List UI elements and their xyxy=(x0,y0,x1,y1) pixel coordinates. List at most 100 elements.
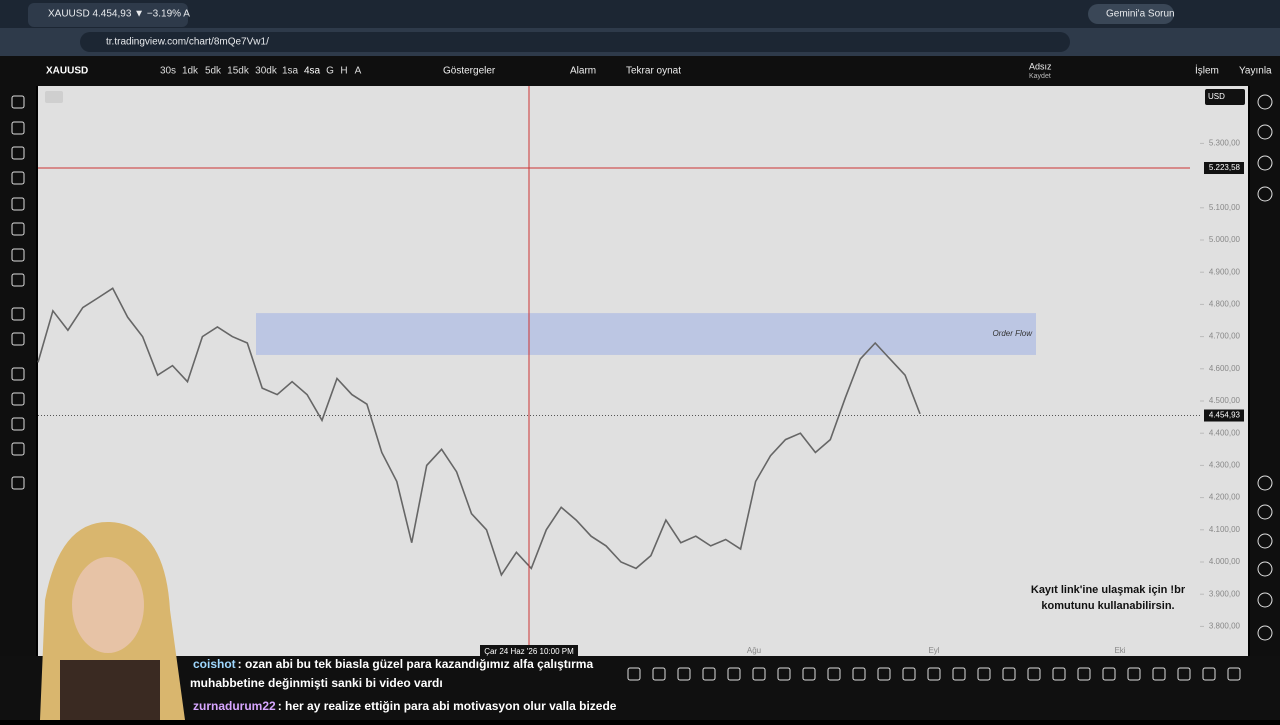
price-label: 3.900,00 xyxy=(1209,589,1241,598)
drawing-tool[interactable] xyxy=(1227,667,1241,681)
url-field[interactable] xyxy=(80,32,1070,52)
drawing-tool[interactable] xyxy=(1177,667,1191,681)
drawing-tool[interactable] xyxy=(652,667,666,681)
side-icon[interactable] xyxy=(1257,94,1273,110)
drawing-tool[interactable] xyxy=(852,667,866,681)
url[interactable]: tr.tradingview.com/chart/8mQe7Vw1/ xyxy=(106,37,269,48)
drawing-tool[interactable] xyxy=(1002,667,1016,681)
drawing-tool[interactable] xyxy=(1052,667,1066,681)
tool-icon[interactable] xyxy=(11,367,25,381)
layout-name[interactable]: Adsız xyxy=(1029,61,1052,71)
drawing-tool[interactable] xyxy=(827,667,841,681)
drawing-tool[interactable] xyxy=(927,667,941,681)
drawing-tool[interactable] xyxy=(627,667,641,681)
tool-icons xyxy=(11,95,25,490)
indicators-button[interactable]: Göstergeler xyxy=(443,66,496,77)
chat-message: : ozan abi bu tek biasla güzel para kaza… xyxy=(238,657,594,671)
price-label: 3.800,00 xyxy=(1209,622,1241,631)
drawing-tool[interactable] xyxy=(952,667,966,681)
side-icon[interactable] xyxy=(1257,124,1273,140)
drawing-tool[interactable] xyxy=(777,667,791,681)
drawing-tool[interactable] xyxy=(1152,667,1166,681)
collapse-button[interactable] xyxy=(45,91,63,103)
alarm-button[interactable]: Alarm xyxy=(570,66,596,77)
tool-icon[interactable] xyxy=(11,476,25,490)
tool-icon[interactable] xyxy=(11,417,25,431)
drawing-tool[interactable] xyxy=(1202,667,1216,681)
left-toolbar xyxy=(0,86,36,720)
tv-toolbar xyxy=(0,56,1280,86)
interval[interactable]: 30s xyxy=(160,66,176,77)
time-label: Eyl xyxy=(928,646,939,655)
side-icon[interactable] xyxy=(1257,561,1273,577)
chart-area[interactable] xyxy=(38,86,1248,656)
replay-button[interactable]: Tekrar oynat xyxy=(626,66,681,77)
tab-bar xyxy=(0,0,1280,28)
tool-icon[interactable] xyxy=(11,197,25,211)
overlay-text: Kayıt link'ine ulaşmak için !br xyxy=(1031,584,1186,596)
drawing-tool[interactable] xyxy=(677,667,691,681)
side-icon[interactable] xyxy=(1257,625,1273,641)
tool-icon[interactable] xyxy=(11,121,25,135)
price-line xyxy=(37,287,921,577)
order-flow-label: Order Flow xyxy=(992,329,1033,338)
tool-icon[interactable] xyxy=(11,392,25,406)
tab[interactable] xyxy=(28,3,188,27)
price-label: 4.800,00 xyxy=(1209,300,1241,309)
trade-button[interactable]: İşlem xyxy=(1195,64,1219,77)
tool-icon[interactable] xyxy=(11,95,25,109)
side-icon[interactable] xyxy=(1257,475,1273,491)
last-price-label: 4.454,93 xyxy=(1209,411,1241,420)
price-label: 4.400,00 xyxy=(1209,428,1241,437)
tool-icon[interactable] xyxy=(11,307,25,321)
side-icon[interactable] xyxy=(1257,533,1273,549)
tool-icon[interactable] xyxy=(11,171,25,185)
drawing-tool[interactable] xyxy=(902,667,916,681)
symbol[interactable]: XAUUSD xyxy=(46,66,88,77)
interval[interactable]: H xyxy=(340,66,347,77)
side-icon[interactable] xyxy=(1257,155,1273,171)
drawing-tool[interactable] xyxy=(977,667,991,681)
interval[interactable]: 5dk xyxy=(205,66,222,77)
currency-box[interactable] xyxy=(1205,89,1245,105)
drawing-tool[interactable] xyxy=(702,667,716,681)
crosshair-time: Çar 24 Haz '26 10:00 PM xyxy=(484,647,574,656)
interval[interactable]: 1dk xyxy=(182,66,199,77)
drawing-tool[interactable] xyxy=(802,667,816,681)
price-label: 4.000,00 xyxy=(1209,557,1241,566)
save-label: Kaydet xyxy=(1029,73,1051,80)
tool-icon[interactable] xyxy=(11,146,25,160)
interval[interactable]: 30dk xyxy=(255,66,278,77)
drawing-tool[interactable] xyxy=(1077,667,1091,681)
tool-icon[interactable] xyxy=(11,332,25,346)
price-label: 4.700,00 xyxy=(1209,332,1241,341)
drawing-tool[interactable] xyxy=(877,667,891,681)
gemini-button[interactable] xyxy=(1088,4,1174,24)
streamer-avatar xyxy=(40,521,185,720)
drawing-tool[interactable] xyxy=(1027,667,1041,681)
price-label: 4.300,00 xyxy=(1209,461,1241,470)
crosshair-price-label: 5.223,58 xyxy=(1209,163,1241,172)
price-label: 4.100,00 xyxy=(1209,525,1241,534)
side-icon[interactable] xyxy=(1257,186,1273,202)
drawing-tool[interactable] xyxy=(752,667,766,681)
tool-icon[interactable] xyxy=(11,248,25,262)
interval[interactable]: 1sa xyxy=(282,66,299,77)
side-icon[interactable] xyxy=(1257,504,1273,520)
publish-button[interactable]: Yayınla xyxy=(1239,66,1272,77)
price-label: 5.300,00 xyxy=(1209,139,1241,148)
currency: USD xyxy=(1208,92,1225,101)
drawing-tool[interactable] xyxy=(1127,667,1141,681)
tool-icon[interactable] xyxy=(11,442,25,456)
drawing-tool[interactable] xyxy=(1102,667,1116,681)
interval[interactable]: 4sa xyxy=(304,66,321,77)
tool-icon[interactable] xyxy=(11,273,25,287)
interval[interactable]: G xyxy=(326,66,334,77)
tool-icon[interactable] xyxy=(11,222,25,236)
order-flow-zone xyxy=(256,313,1036,355)
interval[interactable]: A xyxy=(355,66,362,77)
drawing-tool[interactable] xyxy=(727,667,741,681)
interval[interactable]: 15dk xyxy=(227,66,250,77)
side-icon[interactable] xyxy=(1257,592,1273,608)
